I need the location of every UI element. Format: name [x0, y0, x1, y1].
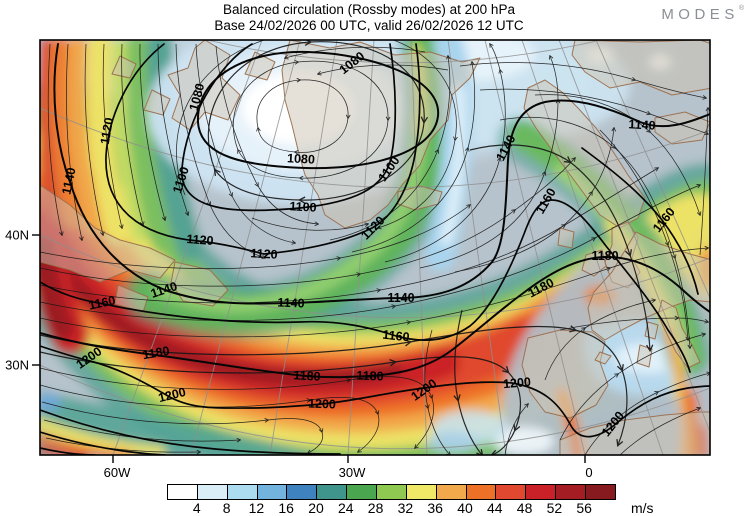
colorbar-segment	[526, 485, 557, 499]
contour-label: 1140	[628, 117, 656, 132]
streamlines	[40, 40, 710, 455]
colorbar-segment	[466, 485, 497, 499]
contour-label: 1120	[250, 246, 278, 261]
colorbar-tick: 56	[576, 500, 592, 516]
contour-1200	[40, 345, 710, 438]
contour-label: 1200	[503, 375, 532, 391]
colorbar-segment	[556, 485, 587, 499]
colorbar-segment	[317, 485, 348, 499]
axis-ticks	[32, 234, 586, 463]
colorbar-tick: 8	[222, 500, 231, 516]
contour-label: 1180	[591, 249, 618, 263]
axis-labels: 40N 30N 60W 30W 0	[5, 228, 592, 481]
page-title: Balanced circulation (Rossby modes) at 2…	[0, 2, 738, 34]
colorbar-segment	[347, 485, 378, 499]
contour-label: 1180	[141, 344, 170, 363]
colorbar-tick: 32	[397, 500, 414, 516]
lat-label: 30N	[5, 358, 29, 373]
contour-label: 1200	[157, 385, 187, 405]
colorbar-tick: 4	[192, 500, 201, 516]
colorbar-segment	[168, 485, 198, 499]
colorbar-segment	[197, 485, 228, 499]
contour-label: 1140	[387, 291, 414, 305]
modes-logo-text: MODES	[661, 6, 739, 23]
contour-label: 1200	[308, 397, 336, 412]
colorbar-tick: 20	[308, 500, 324, 516]
contour-label: 1080	[287, 151, 316, 166]
colorbar-segment	[436, 485, 467, 499]
lon-label: 0	[585, 465, 592, 480]
colorbar	[167, 484, 616, 500]
contour-label: 1120	[98, 116, 117, 145]
contour-label: 1140	[59, 166, 78, 195]
contour-1160	[581, 147, 699, 295]
contour-label: 1120	[186, 232, 214, 248]
colorbar-tick: 48	[516, 500, 533, 516]
colorbar-segment	[287, 485, 318, 499]
colorbar-segment	[227, 485, 258, 499]
colorbar-tick: 40	[457, 500, 473, 516]
contour-lines	[40, 43, 710, 455]
colorbar-tick: 28	[367, 500, 384, 516]
modes-logo: MODES®	[661, 5, 744, 23]
lat-label: 40N	[5, 228, 29, 243]
land-island	[143, 89, 171, 116]
contour-1080	[196, 50, 440, 170]
contour-label: 1180	[293, 368, 321, 383]
colorbar-segment	[496, 485, 527, 499]
contour-1160	[40, 199, 691, 373]
colorbar-tick: 36	[427, 500, 443, 516]
contour-unlabeled	[40, 431, 166, 455]
colorbar-segment	[586, 485, 615, 499]
contour-1180	[40, 255, 710, 379]
contour-1140	[53, 43, 710, 305]
contour-1100	[181, 43, 397, 212]
colorbar-segment	[406, 485, 437, 499]
contour-label: 1100	[289, 199, 317, 214]
colorbar-tick: 24	[338, 500, 354, 516]
colorbar-tick: 12	[248, 500, 265, 516]
registered-mark-icon: ®	[738, 5, 744, 12]
land-denmark	[557, 227, 575, 249]
contour-unlabeled	[40, 409, 341, 455]
land-island	[111, 55, 137, 79]
lon-label: 30W	[339, 465, 366, 480]
contour-label: 1160	[87, 293, 116, 312]
contour-label: 1080	[187, 82, 208, 113]
colorbar-segment	[257, 485, 288, 499]
title-line2: Base 24/02/2026 00 UTC, valid 26/02/2026…	[214, 18, 524, 33]
contour-label: 1180	[356, 369, 384, 384]
colorbar-tick: 52	[546, 500, 563, 516]
lon-label: 60W	[104, 465, 131, 480]
map-frame	[39, 39, 711, 456]
contour-1120	[105, 43, 421, 255]
colorbar-tick: 16	[278, 500, 294, 516]
colorbar-unit: m/s	[631, 500, 654, 516]
title-line1: Balanced circulation (Rossby modes) at 2…	[223, 2, 515, 17]
colorbar-segment	[377, 485, 407, 499]
contour-label: 1160	[382, 328, 410, 345]
colorbar-tick: 44	[487, 500, 503, 516]
contour-label: 1140	[277, 296, 305, 311]
